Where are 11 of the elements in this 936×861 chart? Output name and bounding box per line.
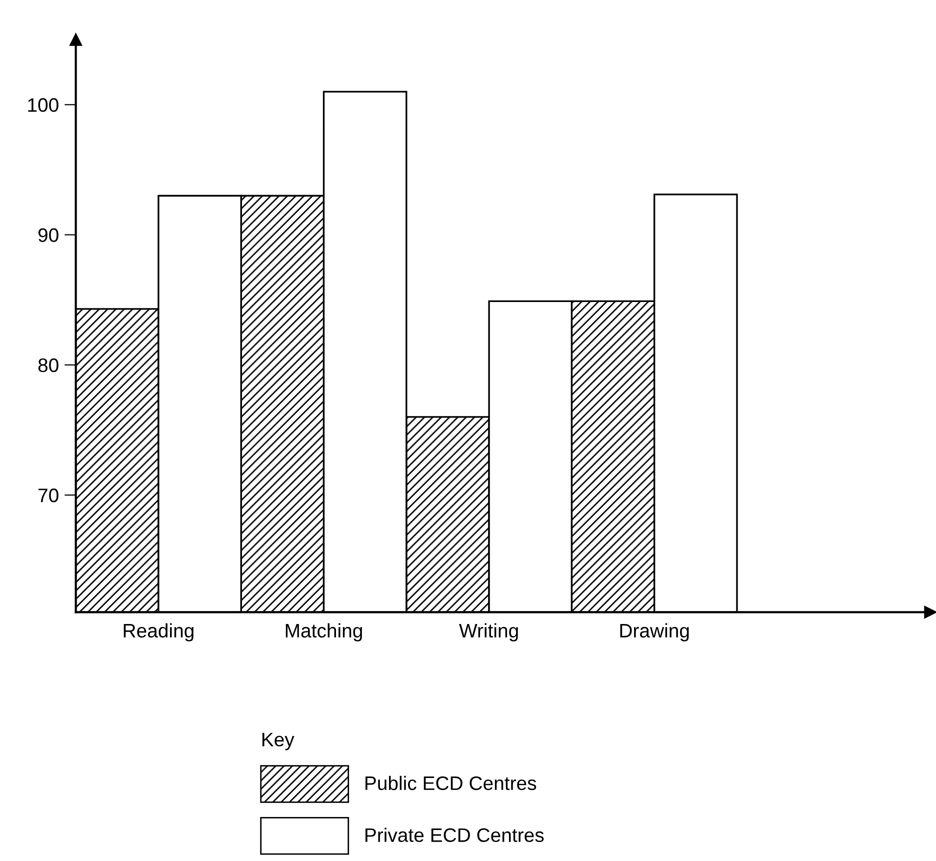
y-tick-label: 70	[38, 488, 58, 502]
y-tick-label: 90	[38, 228, 58, 242]
legend-title: Key	[262, 732, 294, 750]
x-tick-label: Drawing	[620, 623, 689, 642]
y-tick-label: 80	[38, 358, 58, 372]
x-tick-label: Reading	[124, 623, 194, 642]
x-tick-label: Matching	[286, 623, 362, 642]
x-tick-label: Writing	[459, 623, 518, 642]
legend-label: Public ECD Centres	[366, 776, 536, 790]
legend-label: Private ECD Centres	[366, 828, 544, 842]
y-tick-label: 100	[28, 98, 58, 112]
